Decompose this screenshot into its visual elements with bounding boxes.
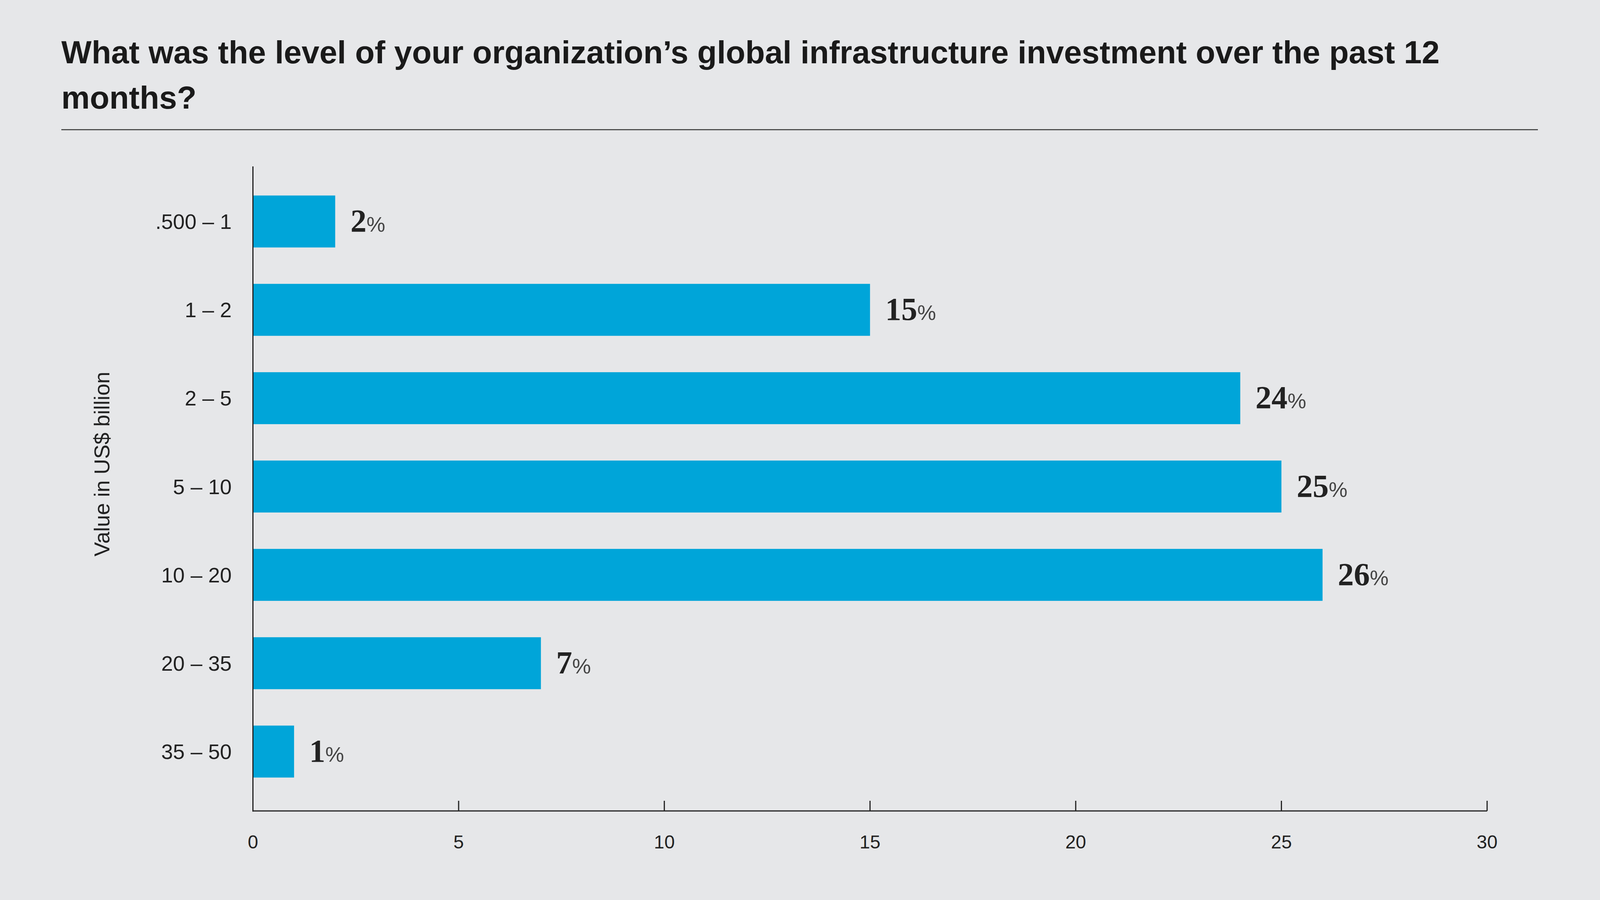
x-tick-label: 5: [453, 831, 465, 853]
data-label: 24%: [1255, 379, 1307, 416]
data-label-unit: %: [1287, 389, 1307, 413]
category-label: 35 – 50: [161, 739, 232, 764]
x-tick: [1075, 800, 1077, 811]
data-label-number: 15: [885, 291, 918, 327]
bar: [253, 372, 1241, 425]
x-tick: [869, 800, 871, 811]
bar: [253, 725, 295, 778]
category-label: 10 – 20: [161, 563, 232, 587]
data-label: 1%: [309, 733, 345, 769]
data-label: 26%: [1337, 556, 1389, 593]
data-label-number: 26: [1337, 556, 1370, 593]
category-label: 1 – 2: [184, 298, 232, 322]
data-label: 25%: [1296, 468, 1348, 504]
data-label-unit: %: [325, 742, 345, 767]
title-line: What was the level of your organization’…: [61, 34, 1449, 70]
bar: [253, 460, 1282, 513]
data-label: 7%: [556, 644, 592, 681]
category-label: 20 – 35: [161, 651, 232, 675]
data-label-number: 25: [1296, 468, 1329, 504]
data-label-number: 24: [1255, 379, 1288, 416]
x-tick: [252, 800, 254, 811]
x-tick-label: 15: [859, 831, 881, 853]
x-tick: [458, 800, 460, 811]
data-label-number: 2: [350, 203, 367, 239]
bars: [253, 195, 1323, 778]
x-tick-label: 25: [1271, 831, 1292, 853]
x-tick-label: 30: [1476, 831, 1498, 853]
x-tick-label: 0: [247, 831, 259, 853]
data-label-number: 1: [309, 733, 326, 769]
data-label-unit: %: [1369, 566, 1389, 590]
title: What was the level of your organization’…: [61, 34, 1449, 116]
data-label-unit: %: [366, 212, 386, 236]
bar: [253, 548, 1323, 601]
title-rule: [61, 129, 1538, 131]
data-label: 15%: [885, 291, 936, 327]
chart: What was the level of your organization’…: [0, 0, 1600, 900]
bar: [253, 637, 542, 690]
category-label: .500 – 1: [155, 209, 232, 234]
category-label: 5 – 10: [173, 475, 232, 499]
x-tick: [1280, 800, 1283, 811]
x-tick-label: 10: [653, 831, 675, 853]
data-label-unit: %: [572, 654, 592, 678]
data-label-unit: %: [917, 300, 936, 325]
title-line: months?: [61, 79, 197, 116]
data-label-unit: %: [1328, 477, 1348, 502]
x-tick: [1486, 800, 1488, 811]
bar: [253, 283, 871, 336]
category-label: 2 – 5: [184, 386, 232, 410]
y-axis: [252, 166, 254, 812]
x-tick: [663, 800, 665, 811]
data-label: 2%: [350, 203, 386, 239]
x-tick-label: 20: [1065, 831, 1086, 853]
data-label-number: 7: [556, 644, 573, 681]
bar: [253, 195, 336, 248]
background: [0, 0, 1600, 900]
y-axis-label: Value in US$ billion: [89, 371, 115, 557]
